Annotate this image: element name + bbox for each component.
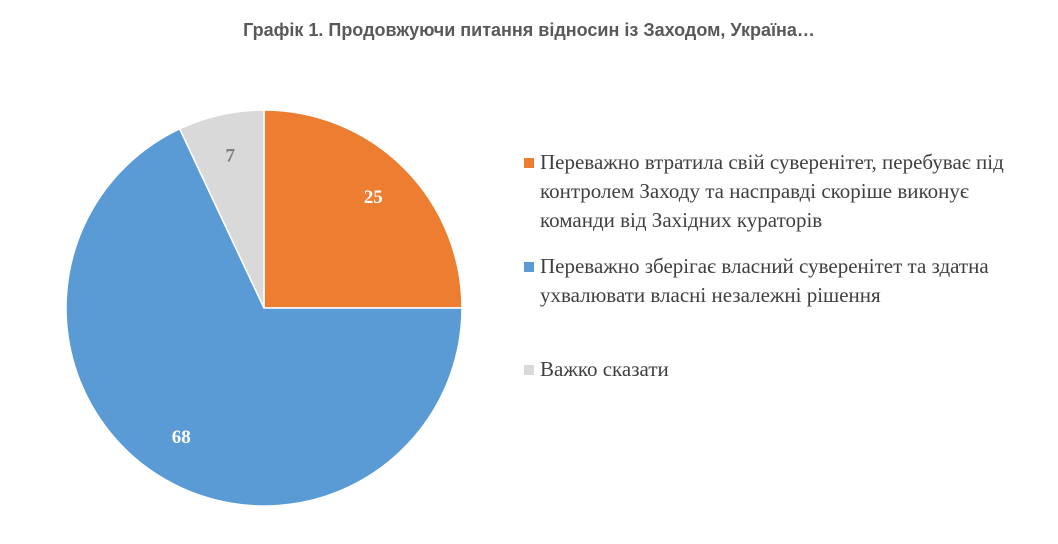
chart-title: Графік 1. Продовжуючи питання відносин і… (243, 20, 815, 40)
data-label-0: 25 (364, 187, 383, 208)
legend-swatch-2 (524, 365, 534, 375)
legend-swatch-0 (524, 158, 534, 168)
pie-slice-0 (263, 109, 463, 309)
pie-slice-2 (178, 109, 265, 309)
data-label-1: 68 (172, 427, 191, 448)
legend-item-1: Переважно зберігає власний суверенітет т… (524, 252, 1024, 310)
chart-legend: Переважно втратила свій суверенітет, пер… (524, 148, 1024, 401)
legend-label-2: Важко сказати (540, 357, 669, 381)
legend-label-1: Переважно зберігає власний суверенітет т… (540, 254, 989, 307)
data-label-2: 7 (226, 146, 236, 167)
legend-label-0: Переважно втратила свій суверенітет, пер… (540, 150, 1004, 232)
pie-slice-1 (65, 127, 463, 507)
legend-item-2: Важко сказати (524, 355, 1024, 384)
legend-item-0: Переважно втратила свій суверенітет, пер… (524, 148, 1024, 235)
legend-swatch-1 (524, 262, 534, 272)
